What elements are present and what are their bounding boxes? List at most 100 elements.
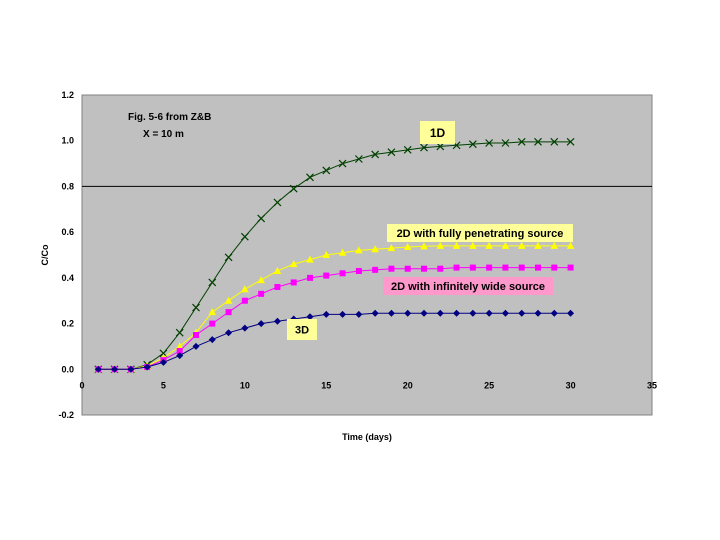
data-point [469, 309, 477, 317]
x-tick-label: 5 [161, 380, 166, 390]
data-point [371, 150, 380, 159]
data-point [354, 155, 363, 163]
y-tick-label: 0.6 [61, 227, 74, 237]
data-point [534, 309, 542, 317]
data-point [567, 309, 575, 317]
y-tick-label: 0.8 [61, 181, 74, 191]
series-label-1: 1D [420, 121, 455, 144]
data-point [469, 241, 477, 249]
data-point [208, 336, 216, 344]
data-point [437, 265, 444, 272]
label-background [420, 121, 455, 144]
data-point [192, 342, 200, 350]
data-point [534, 137, 542, 146]
data-point [338, 248, 347, 256]
x-tick-label: 20 [403, 380, 413, 390]
label-text: 2D with infinitely wide source [391, 281, 545, 293]
x-tick-label: 0 [79, 380, 84, 390]
x-tick-label: 30 [566, 380, 576, 390]
label-background [383, 277, 553, 295]
data-point [436, 309, 444, 317]
data-point [208, 278, 217, 287]
data-point [257, 320, 265, 328]
data-point [257, 214, 266, 223]
y-tick-label: 1.2 [61, 90, 74, 100]
data-point [550, 241, 559, 249]
data-point [258, 290, 265, 297]
data-point [518, 309, 526, 317]
data-point [518, 264, 525, 271]
x-tick-label: 15 [321, 380, 331, 390]
data-point [209, 320, 216, 327]
y-tick-label: 0.4 [61, 273, 74, 283]
data-point [452, 241, 461, 249]
data-point [159, 349, 168, 358]
y-tick-label: 0.2 [61, 319, 74, 329]
data-point [453, 264, 460, 271]
series-2 [94, 241, 575, 373]
data-point [517, 241, 526, 249]
data-point [387, 244, 396, 252]
data-point [224, 296, 233, 304]
y-tick-labels: -0.2 0.0 0.2 0.4 0.6 0.8 1.0 1.2 [58, 90, 74, 420]
data-point [355, 310, 363, 318]
data-point [501, 241, 510, 249]
data-point [550, 309, 558, 317]
data-point [387, 148, 396, 157]
x-tick-label: 25 [484, 380, 494, 390]
data-point [208, 308, 217, 316]
y-tick-label: -0.2 [58, 410, 74, 420]
data-point [273, 267, 282, 274]
label-text: 2D with fully penetrating source [397, 228, 564, 240]
data-point [371, 309, 379, 317]
data-point [517, 137, 526, 146]
data-point [241, 297, 248, 304]
data-point [403, 145, 412, 154]
data-point [322, 251, 331, 258]
data-point [306, 173, 314, 182]
data-point [388, 265, 395, 272]
data-point [404, 309, 412, 317]
data-point [501, 309, 509, 317]
data-point [420, 309, 428, 317]
data-point [469, 264, 476, 271]
data-point [534, 241, 542, 249]
data-point [225, 309, 232, 316]
data-point [289, 260, 298, 268]
label-text: 3D [295, 324, 309, 336]
data-point [143, 363, 151, 371]
x-tick-labels: 0 5 10 15 20 25 30 35 [79, 380, 657, 390]
annotation-line-2: X = 10 m [143, 129, 184, 140]
series-label-3: 2D with infinitely wide source [383, 277, 553, 295]
data-point [273, 198, 282, 207]
x-axis-title: Time (days) [342, 432, 392, 442]
data-point [404, 265, 411, 272]
series-label-2: 2D with fully penetrating source [387, 224, 573, 242]
plot-area [81, 94, 653, 416]
data-point [322, 166, 331, 175]
data-point [94, 365, 102, 373]
data-point [485, 241, 493, 249]
series-4 [94, 309, 575, 373]
data-point [535, 264, 541, 271]
data-point [322, 310, 330, 318]
x-tick-label: 10 [240, 380, 250, 390]
data-point [436, 241, 445, 249]
data-point [307, 274, 313, 281]
series-label-4: 3D [287, 319, 317, 340]
data-point [306, 313, 314, 321]
y-tick-label: 1.0 [61, 136, 74, 146]
data-point [403, 243, 412, 250]
data-point [159, 358, 167, 366]
data-point [485, 139, 494, 147]
series-layer [94, 137, 575, 374]
data-point [468, 140, 477, 149]
annotation-line-1: Fig. 5-6 from Z&B [128, 112, 211, 123]
data-point [485, 309, 493, 317]
data-point [339, 310, 347, 318]
data-point [240, 232, 249, 241]
data-point [176, 352, 184, 360]
label-background [387, 224, 573, 242]
label-text: 1D [430, 126, 446, 140]
